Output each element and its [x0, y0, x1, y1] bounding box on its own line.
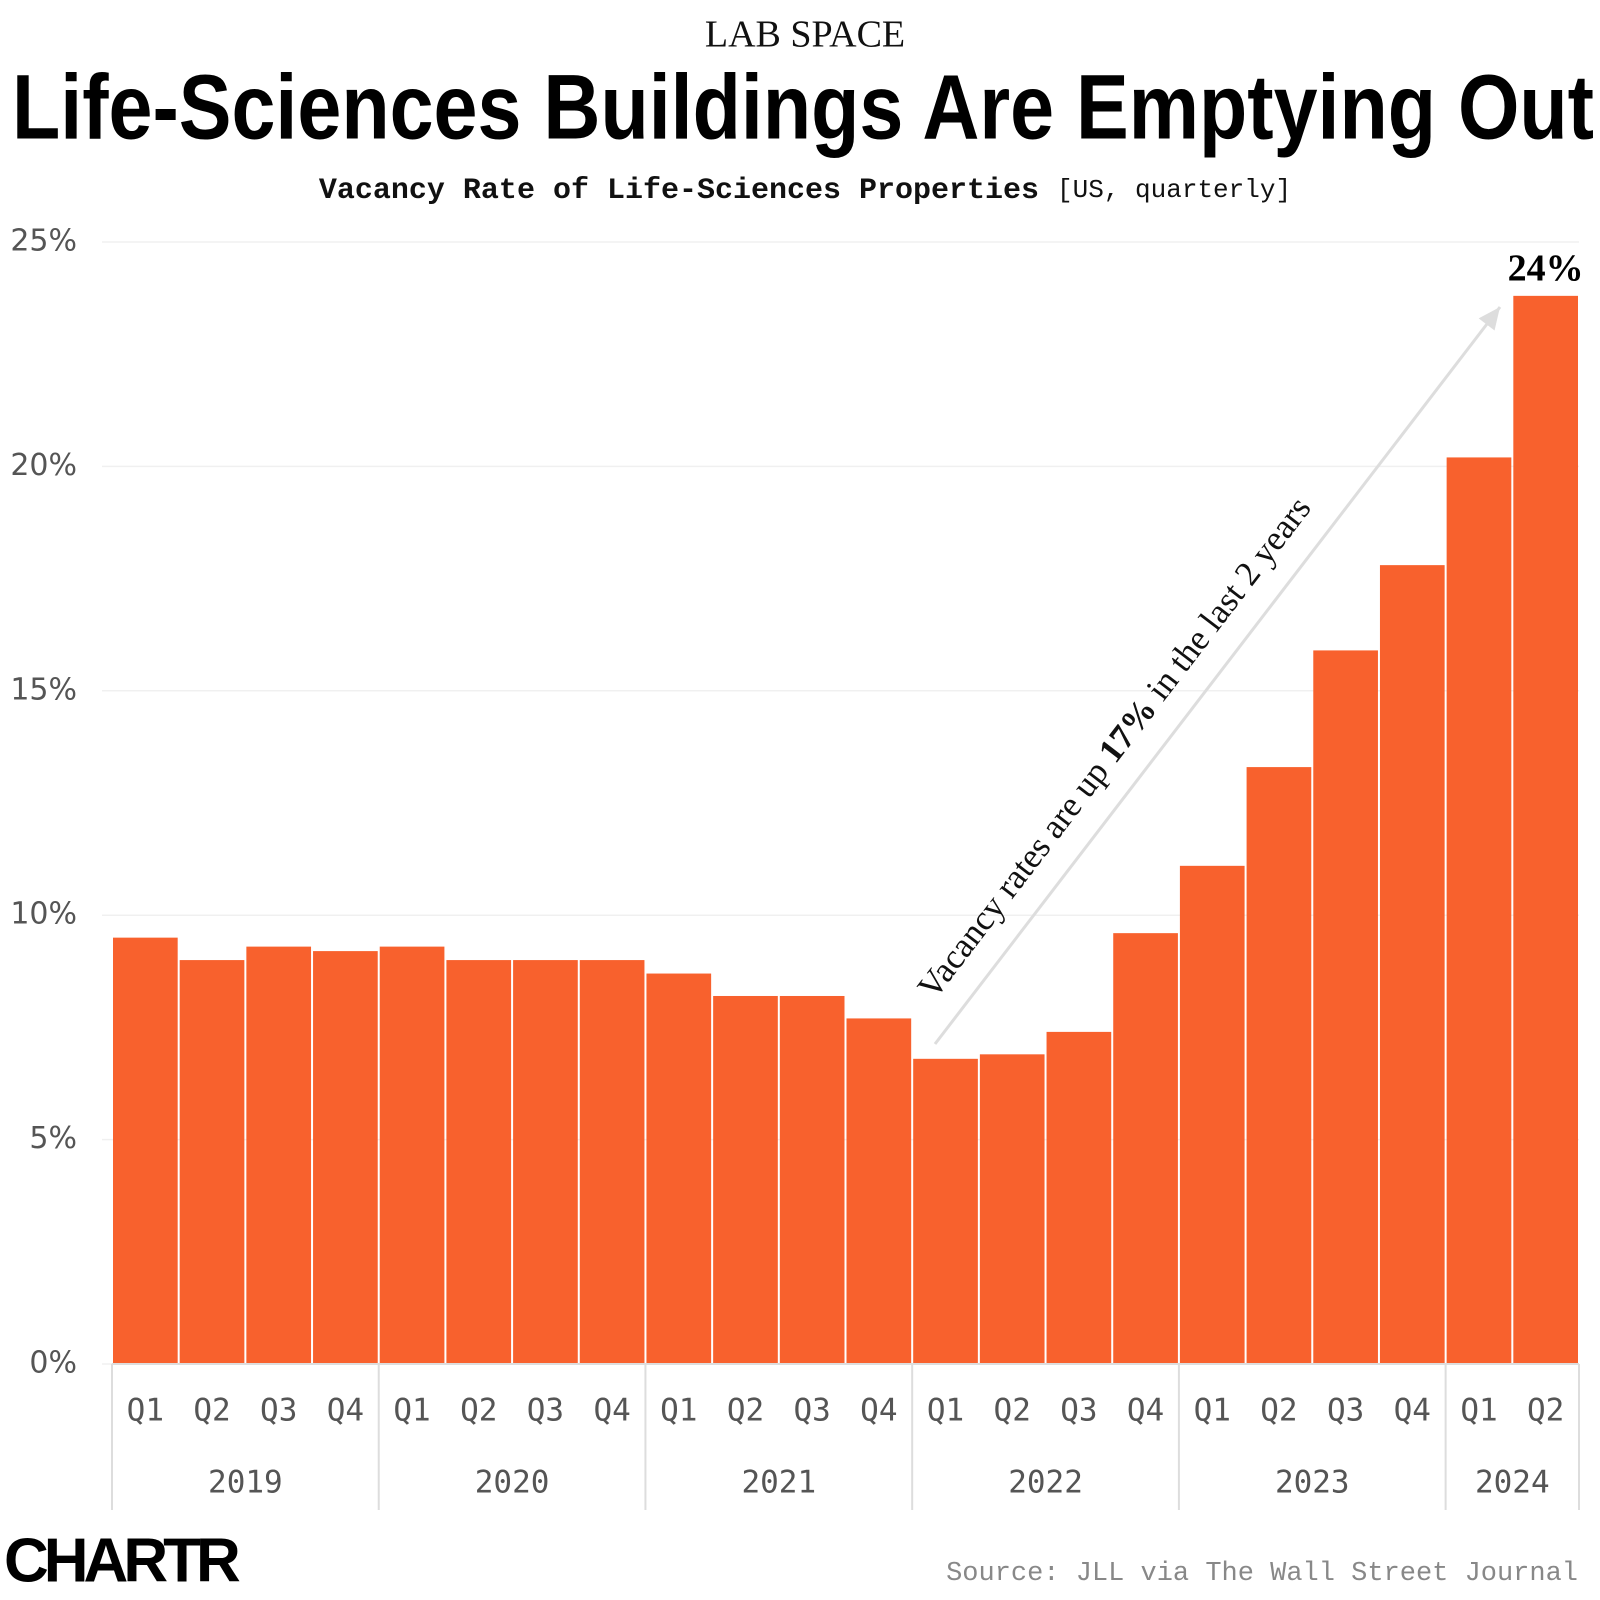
- x-tick-label: Q1: [927, 1393, 964, 1429]
- x-tick-label: Q2: [193, 1393, 230, 1429]
- arrow-head: [1478, 307, 1500, 331]
- source: Source: JLL via The Wall Street Journal: [946, 1559, 1578, 1589]
- bar: [846, 1018, 912, 1364]
- bar: [713, 995, 778, 1364]
- value-label: 24%: [1508, 248, 1584, 290]
- y-tick-label: 25%: [10, 224, 77, 259]
- bar: [179, 960, 245, 1364]
- x-tick-label: Q4: [327, 1393, 364, 1429]
- subtitle: Vacancy Rate of Life-Sciences Properties…: [319, 174, 1291, 208]
- bar: [1513, 295, 1578, 1365]
- x-tick-label: Q3: [260, 1393, 297, 1429]
- annotation-part: Vacancy rates are up: [910, 746, 1122, 1006]
- x-tick-label: Q2: [994, 1393, 1031, 1429]
- bar: [1246, 767, 1312, 1364]
- x-tick-label: Q1: [1194, 1393, 1231, 1429]
- group-label: 2020: [475, 1465, 550, 1501]
- x-tick-label: Q4: [860, 1393, 897, 1429]
- bar: [913, 1058, 978, 1364]
- bar: [446, 960, 512, 1364]
- x-tick-label: Q2: [460, 1393, 497, 1429]
- group-label: 2023: [1275, 1465, 1350, 1501]
- bar: [513, 960, 578, 1364]
- bar: [1313, 650, 1378, 1364]
- bar: [246, 946, 312, 1364]
- annotation-arrow: [933, 306, 1502, 1045]
- x-tick-label: Q4: [1127, 1393, 1164, 1429]
- bar: [779, 995, 845, 1364]
- x-tick-label: Q1: [1460, 1393, 1497, 1429]
- x-tick-label: Q4: [1394, 1393, 1431, 1429]
- bar: [1179, 865, 1245, 1364]
- bar: [1046, 1031, 1112, 1364]
- x-tick-label: Q3: [1060, 1393, 1097, 1429]
- bar: [379, 946, 445, 1364]
- group-label: 2024: [1475, 1465, 1550, 1501]
- bar: [113, 937, 178, 1364]
- x-tick-label: Q4: [593, 1393, 630, 1429]
- x-tick-label: Q3: [527, 1393, 564, 1429]
- x-tick-label: Q2: [1527, 1393, 1564, 1429]
- kicker: LAB SPACE: [705, 14, 905, 56]
- bar: [313, 951, 378, 1364]
- bar: [1113, 933, 1178, 1364]
- group-label: 2019: [208, 1465, 283, 1501]
- annotation-part: in the last 2 years: [1133, 489, 1318, 714]
- y-tick-label: 10%: [10, 897, 77, 932]
- bar: [1379, 565, 1445, 1364]
- x-tick-label: Q1: [127, 1393, 164, 1429]
- bar: [579, 960, 645, 1364]
- bar: [1446, 457, 1512, 1364]
- y-tick-label: 20%: [10, 448, 77, 483]
- logo: CHARTR: [4, 1526, 240, 1595]
- x-tick-label: Q1: [393, 1393, 430, 1429]
- chart-title: Life-Sciences Buildings Are Emptying Out: [12, 56, 1594, 158]
- x-tick-label: Q2: [1260, 1393, 1297, 1429]
- bar: [646, 973, 712, 1364]
- x-tick-label: Q2: [727, 1393, 764, 1429]
- subtitle-main: Vacancy Rate of Life-Sciences Properties: [319, 174, 1039, 208]
- group-label: 2022: [1008, 1465, 1083, 1501]
- x-tick-label: Q3: [793, 1393, 830, 1429]
- y-tick-label: 15%: [10, 672, 77, 707]
- y-tick-label: 0%: [29, 1346, 77, 1381]
- subtitle-note: [US, quarterly]: [1057, 175, 1291, 205]
- x-tick-label: Q3: [1327, 1393, 1364, 1429]
- x-tick-label: Q1: [660, 1393, 697, 1429]
- bar: [979, 1054, 1045, 1364]
- group-label: 2021: [741, 1465, 816, 1501]
- y-tick-label: 5%: [29, 1121, 77, 1156]
